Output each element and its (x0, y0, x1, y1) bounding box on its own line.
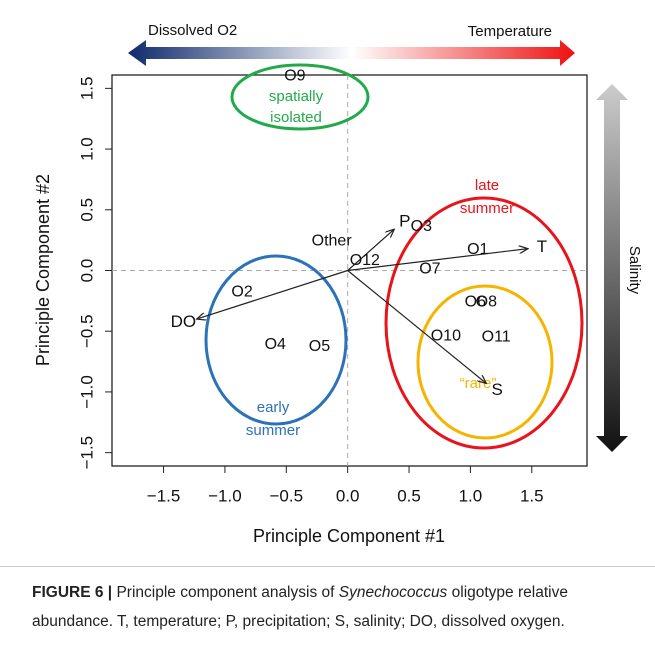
loading-label: DO (171, 312, 197, 331)
group-label: spatially (269, 88, 324, 105)
score-point: O8 (476, 293, 497, 310)
group-ellipse (204, 254, 348, 426)
y-tick-label: 1.5 (77, 77, 96, 101)
score-point: O12 (350, 252, 380, 269)
x-tick-label: −1.5 (147, 486, 181, 505)
separator (0, 566, 655, 567)
caption-species: Synechococcus (338, 584, 448, 601)
score-point: O2 (231, 284, 252, 301)
group-ellipse (230, 63, 370, 131)
loading-arrow (197, 269, 348, 320)
score-point: O5 (309, 338, 330, 355)
y-tick-label: 1.0 (77, 137, 96, 161)
gradient-arrow (128, 40, 575, 66)
gradient-arrow (596, 84, 628, 452)
y-tick-label: 0.0 (77, 259, 96, 283)
caption-text: Principle component analysis of (116, 584, 335, 601)
y-tick-label: −0.5 (77, 314, 96, 348)
score-point: O9 (284, 67, 305, 84)
y-axis-label: Principle Component #2 (33, 174, 53, 366)
x-tick-label: 0.0 (336, 486, 360, 505)
score-point: O7 (419, 261, 440, 278)
group-label: summer (246, 422, 300, 439)
x-tick-label: 1.0 (459, 486, 483, 505)
group-ellipse (384, 196, 584, 450)
loading-label: P (399, 211, 410, 230)
y-tick-label: 0.5 (77, 198, 96, 222)
score-point: O6 (465, 293, 486, 310)
x-tick-label: 0.5 (397, 486, 421, 505)
y-tick-label: −1.5 (77, 436, 96, 470)
loading-arrow (347, 229, 395, 271)
group-label: early (257, 399, 290, 416)
loading-arrow (347, 249, 528, 272)
score-point: O11 (482, 329, 511, 346)
x-tick-label: −1.0 (208, 486, 242, 505)
score-point: O4 (265, 336, 286, 353)
loading-label: S (492, 380, 503, 399)
score-point: O1 (467, 241, 488, 258)
group-label: summer (460, 200, 514, 217)
x-axis-label: Principle Component #1 (253, 526, 445, 546)
score-point: O3 (411, 218, 432, 235)
gradient-label: Temperature (468, 23, 552, 40)
loading-arrow (347, 270, 487, 384)
caption-figure: FIGURE 6 | (32, 584, 113, 601)
x-tick-label: 1.5 (520, 486, 544, 505)
gradient-label: Dissolved O2 (148, 22, 237, 39)
x-tick-label: −0.5 (270, 486, 304, 505)
loading-label: T (537, 237, 547, 256)
y-tick-label: −1.0 (77, 375, 96, 409)
caption: FIGURE 6 | Principle component analysis … (32, 578, 632, 636)
other-label: Other (312, 233, 353, 250)
group-label: late (475, 177, 499, 194)
score-point: O10 (431, 327, 461, 344)
caption-text: oligotype relative abundance. T, tempera… (32, 584, 568, 630)
group-label: isolated (270, 109, 322, 126)
group-ellipse (416, 284, 554, 440)
chart: Dissolved O2 Temperature Salinity −1.5 −1… (33, 22, 643, 546)
gradient-label: Salinity (626, 246, 643, 295)
